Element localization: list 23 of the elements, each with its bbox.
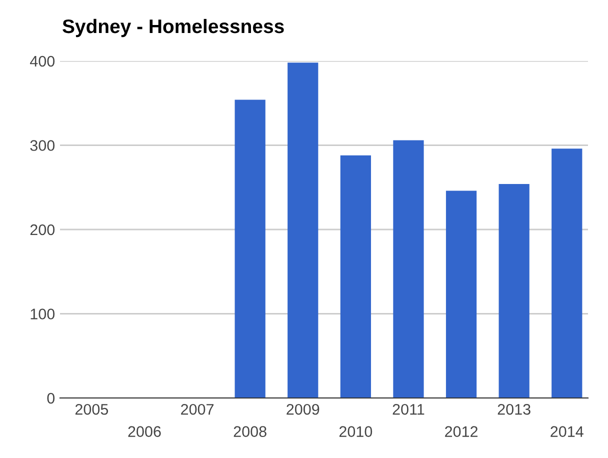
chart-title: Sydney - Homelessness	[62, 18, 284, 38]
y-tick-label: 200	[30, 224, 55, 236]
bar	[446, 190, 477, 398]
bar	[288, 62, 318, 398]
y-tick-label: 100	[30, 308, 55, 320]
x-tick-label: 2007	[181, 404, 214, 415]
bar	[340, 155, 371, 398]
x-tick-label: 2011	[392, 404, 424, 415]
bar	[393, 140, 424, 398]
x-tick-label: 2012	[445, 426, 478, 437]
y-tick-label: 300	[30, 140, 55, 151]
x-tick-label: 2006	[128, 426, 161, 437]
bar	[552, 148, 582, 398]
x-tick-label: 2014	[550, 426, 584, 437]
bar	[498, 184, 530, 398]
x-tick-label: 2010	[339, 426, 372, 437]
y-tick-label: 0	[47, 392, 55, 404]
bar	[234, 100, 266, 398]
x-tick-label: 2009	[286, 404, 320, 415]
x-tick-label: 2008	[234, 426, 266, 437]
x-tick-label: 2005	[75, 404, 108, 415]
y-tick-label: 400	[30, 56, 55, 67]
x-tick-label: 2013	[498, 404, 530, 415]
